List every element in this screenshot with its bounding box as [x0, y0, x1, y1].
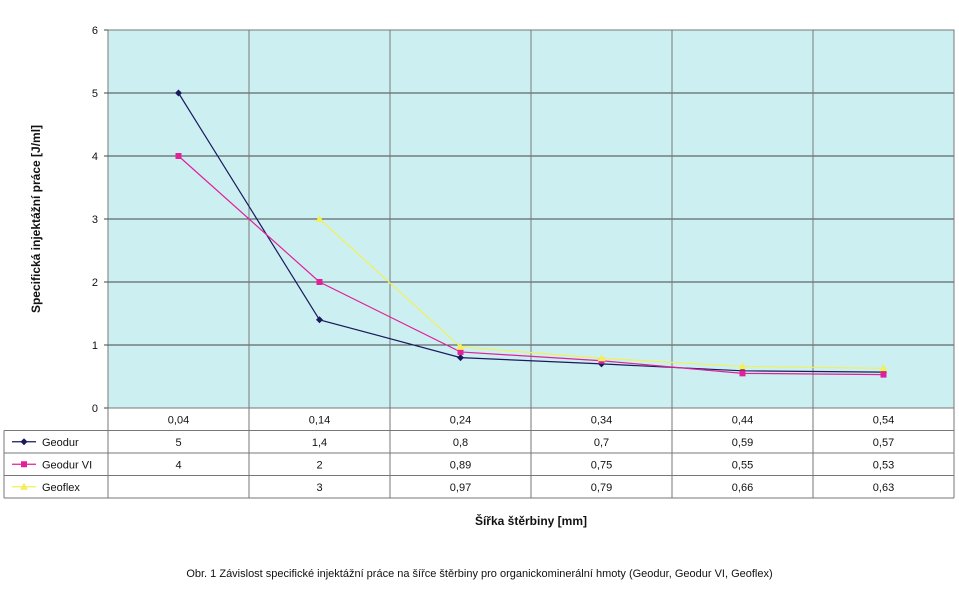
x-tick-label: 0,24 [450, 414, 471, 426]
table-value: 0,75 [591, 459, 612, 471]
data-point [175, 89, 182, 97]
data-point [597, 354, 606, 362]
table-value: 0,79 [591, 482, 612, 494]
x-tick-label: 0,14 [309, 414, 330, 426]
y-tick-label: 4 [92, 151, 98, 163]
data-point [879, 364, 888, 372]
legend-marker [20, 438, 28, 446]
legend-marker [20, 482, 28, 490]
y-tick-label: 1 [92, 340, 98, 352]
table-value: 0,63 [873, 482, 894, 494]
table-value: 3 [316, 482, 322, 494]
data-point [456, 342, 465, 350]
x-tick-label: 0,34 [591, 414, 612, 426]
series-line [177, 92, 884, 373]
figure-caption: Obr. 1 Závislost specifické injektážní p… [186, 568, 773, 580]
data-point [457, 348, 464, 355]
legend-label: Geodur [42, 437, 79, 449]
series-layer [175, 89, 888, 378]
table-value: 0,59 [732, 437, 753, 449]
data-point [457, 354, 464, 362]
data-point [175, 153, 182, 159]
legend-entry: Geodur [12, 437, 79, 449]
data-point [738, 362, 747, 370]
table-value: 0,89 [450, 459, 471, 471]
table-value: 5 [175, 437, 181, 449]
y-tick-label: 0 [92, 403, 98, 415]
table-value: 0,55 [732, 459, 753, 471]
data-point [316, 316, 323, 324]
data-table: 0,04 0,14 0,24 0,34 0,44 0,54 Geodur 5 1,4 0,8 0,7… [3, 407, 955, 499]
y-axis-ticks: 0 1 2 3 4 5 6 [92, 25, 108, 415]
data-point [316, 279, 323, 285]
table-value: 0,8 [453, 437, 468, 449]
table-value: 0,66 [732, 482, 753, 494]
x-tick-label: 0,44 [732, 414, 753, 426]
y-tick-label: 2 [92, 277, 98, 289]
series-line [178, 155, 884, 376]
legend-label: Geodur VI [42, 459, 92, 471]
table-value: 0,97 [450, 482, 471, 494]
x-axis-label: Šířka štěrbiny [mm] [475, 513, 587, 528]
series-geoflex [315, 215, 888, 372]
legend-label: Geoflex [42, 482, 80, 494]
table-value: 2 [316, 459, 322, 471]
data-point [880, 371, 887, 378]
data-point [739, 370, 746, 377]
y-axis-label: Specifická injektážní práce [J/ml] [29, 125, 43, 313]
y-tick-label: 5 [92, 88, 98, 100]
table-value: 4 [175, 459, 181, 471]
table-value: 0,53 [873, 459, 894, 471]
y-tick-label: 6 [92, 25, 98, 37]
table-value: 1,4 [312, 437, 327, 449]
table-value: 0,7 [594, 437, 609, 449]
legend-marker [21, 461, 27, 468]
x-tick-label: 0,54 [873, 414, 894, 426]
y-tick-label: 3 [92, 214, 98, 226]
x-tick-label: 0,04 [168, 414, 189, 426]
legend-entry: Geodur VI [12, 459, 92, 471]
data-point [315, 215, 324, 222]
table-value: 0,57 [873, 437, 894, 449]
legend-entry: Geoflex [12, 482, 80, 494]
